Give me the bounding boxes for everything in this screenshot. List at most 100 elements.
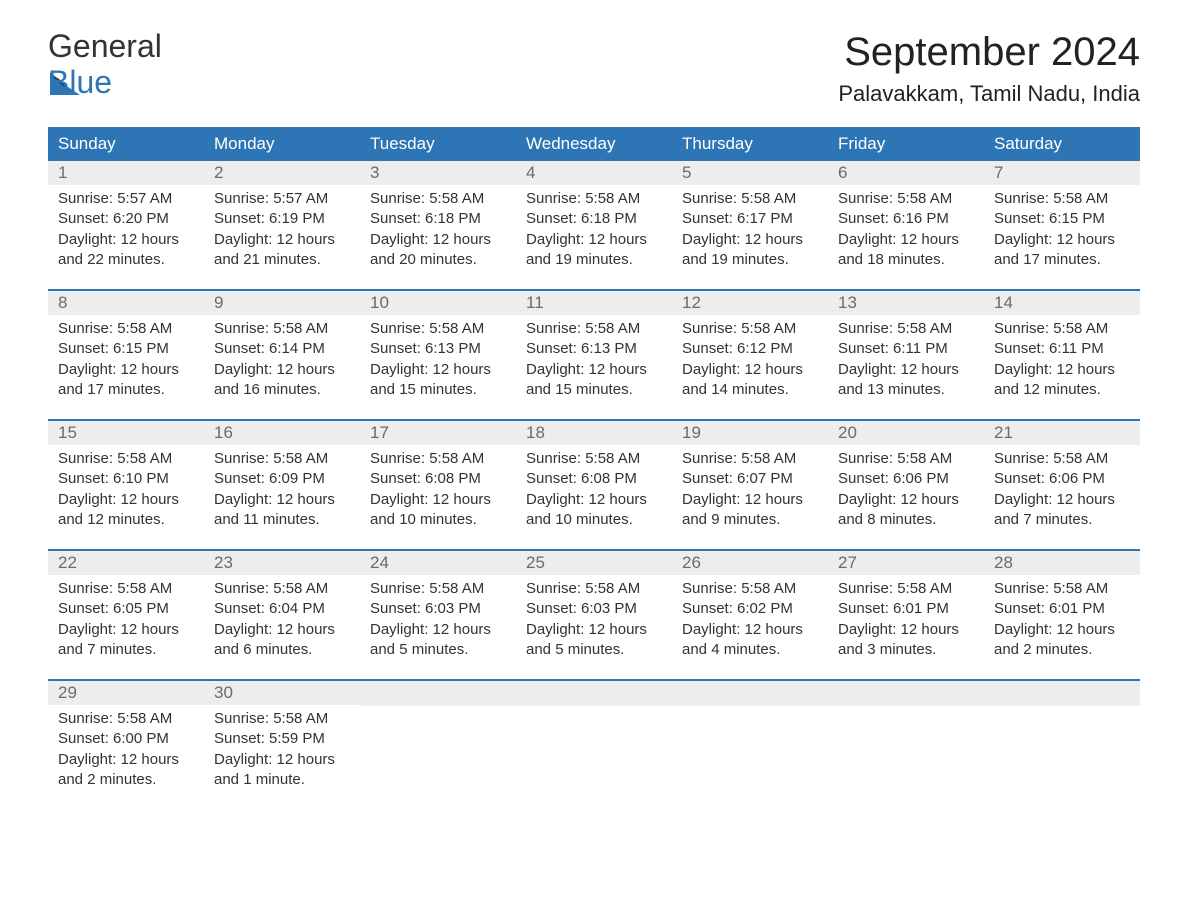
- detail-line: Sunset: 6:12 PM: [682, 339, 820, 359]
- detail-line: and 15 minutes.: [370, 380, 508, 400]
- day-details: Sunrise: 5:58 AMSunset: 6:13 PMDaylight:…: [360, 315, 516, 404]
- detail-line: Sunset: 6:09 PM: [214, 469, 352, 489]
- detail-line: Sunset: 6:06 PM: [994, 469, 1132, 489]
- detail-line: Sunset: 6:18 PM: [370, 209, 508, 229]
- detail-line: Daylight: 12 hours: [526, 620, 664, 640]
- calendar-cell: 13Sunrise: 5:58 AMSunset: 6:11 PMDayligh…: [828, 291, 984, 419]
- calendar-week: 8Sunrise: 5:58 AMSunset: 6:15 PMDaylight…: [48, 289, 1140, 419]
- detail-line: and 7 minutes.: [58, 640, 196, 660]
- detail-line: Sunset: 6:02 PM: [682, 599, 820, 619]
- calendar-cell: 20Sunrise: 5:58 AMSunset: 6:06 PMDayligh…: [828, 421, 984, 549]
- detail-line: Daylight: 12 hours: [994, 360, 1132, 380]
- detail-line: Daylight: 12 hours: [682, 620, 820, 640]
- day-header: Saturday: [984, 127, 1140, 161]
- detail-line: Daylight: 12 hours: [994, 490, 1132, 510]
- day-number: 3: [360, 161, 516, 185]
- detail-line: and 13 minutes.: [838, 380, 976, 400]
- calendar-cell: 29Sunrise: 5:58 AMSunset: 6:00 PMDayligh…: [48, 681, 204, 809]
- detail-line: Sunrise: 5:58 AM: [214, 449, 352, 469]
- calendar-cell: 12Sunrise: 5:58 AMSunset: 6:12 PMDayligh…: [672, 291, 828, 419]
- detail-line: Sunrise: 5:58 AM: [682, 189, 820, 209]
- detail-line: Sunset: 6:08 PM: [526, 469, 664, 489]
- day-number: 17: [360, 421, 516, 445]
- calendar-cell: [516, 681, 672, 809]
- calendar-cell: 21Sunrise: 5:58 AMSunset: 6:06 PMDayligh…: [984, 421, 1140, 549]
- detail-line: and 2 minutes.: [994, 640, 1132, 660]
- detail-line: Daylight: 12 hours: [526, 360, 664, 380]
- day-number: 27: [828, 551, 984, 575]
- day-number: [672, 681, 828, 706]
- calendar-week: 1Sunrise: 5:57 AMSunset: 6:20 PMDaylight…: [48, 161, 1140, 289]
- detail-line: Daylight: 12 hours: [58, 750, 196, 770]
- day-details: Sunrise: 5:58 AMSunset: 6:08 PMDaylight:…: [516, 445, 672, 534]
- day-number: 29: [48, 681, 204, 705]
- detail-line: and 18 minutes.: [838, 250, 976, 270]
- calendar-cell: 15Sunrise: 5:58 AMSunset: 6:10 PMDayligh…: [48, 421, 204, 549]
- calendar-cell: 11Sunrise: 5:58 AMSunset: 6:13 PMDayligh…: [516, 291, 672, 419]
- detail-line: Sunrise: 5:58 AM: [526, 579, 664, 599]
- day-header: Sunday: [48, 127, 204, 161]
- location: Palavakkam, Tamil Nadu, India: [838, 81, 1140, 107]
- day-details: Sunrise: 5:58 AMSunset: 6:06 PMDaylight:…: [828, 445, 984, 534]
- detail-line: Sunset: 6:19 PM: [214, 209, 352, 229]
- detail-line: Sunrise: 5:58 AM: [214, 709, 352, 729]
- detail-line: Sunrise: 5:58 AM: [526, 189, 664, 209]
- calendar-cell: [828, 681, 984, 809]
- calendar-cell: 7Sunrise: 5:58 AMSunset: 6:15 PMDaylight…: [984, 161, 1140, 289]
- day-details: Sunrise: 5:58 AMSunset: 6:03 PMDaylight:…: [516, 575, 672, 664]
- calendar-cell: [672, 681, 828, 809]
- day-details: Sunrise: 5:58 AMSunset: 6:10 PMDaylight:…: [48, 445, 204, 534]
- day-header: Friday: [828, 127, 984, 161]
- detail-line: and 8 minutes.: [838, 510, 976, 530]
- detail-line: Sunrise: 5:58 AM: [214, 579, 352, 599]
- calendar-cell: 9Sunrise: 5:58 AMSunset: 6:14 PMDaylight…: [204, 291, 360, 419]
- calendar-cell: 24Sunrise: 5:58 AMSunset: 6:03 PMDayligh…: [360, 551, 516, 679]
- day-number: 15: [48, 421, 204, 445]
- day-number: [516, 681, 672, 706]
- day-number: 20: [828, 421, 984, 445]
- calendar-cell: 27Sunrise: 5:58 AMSunset: 6:01 PMDayligh…: [828, 551, 984, 679]
- detail-line: Daylight: 12 hours: [370, 230, 508, 250]
- day-number: 7: [984, 161, 1140, 185]
- calendar-cell: 28Sunrise: 5:58 AMSunset: 6:01 PMDayligh…: [984, 551, 1140, 679]
- detail-line: Sunset: 6:05 PM: [58, 599, 196, 619]
- detail-line: Daylight: 12 hours: [838, 490, 976, 510]
- detail-line: Sunrise: 5:58 AM: [58, 579, 196, 599]
- day-details: Sunrise: 5:58 AMSunset: 6:14 PMDaylight:…: [204, 315, 360, 404]
- calendar-week: 22Sunrise: 5:58 AMSunset: 6:05 PMDayligh…: [48, 549, 1140, 679]
- detail-line: Sunset: 6:13 PM: [526, 339, 664, 359]
- detail-line: and 5 minutes.: [370, 640, 508, 660]
- detail-line: Daylight: 12 hours: [838, 620, 976, 640]
- detail-line: and 16 minutes.: [214, 380, 352, 400]
- calendar-cell: 5Sunrise: 5:58 AMSunset: 6:17 PMDaylight…: [672, 161, 828, 289]
- day-details: Sunrise: 5:57 AMSunset: 6:19 PMDaylight:…: [204, 185, 360, 274]
- detail-line: Sunrise: 5:58 AM: [838, 189, 976, 209]
- calendar-cell: 4Sunrise: 5:58 AMSunset: 6:18 PMDaylight…: [516, 161, 672, 289]
- day-details: Sunrise: 5:58 AMSunset: 6:01 PMDaylight:…: [828, 575, 984, 664]
- day-number: 16: [204, 421, 360, 445]
- detail-line: Daylight: 12 hours: [682, 490, 820, 510]
- detail-line: and 3 minutes.: [838, 640, 976, 660]
- detail-line: Sunrise: 5:58 AM: [370, 319, 508, 339]
- detail-line: Sunset: 6:10 PM: [58, 469, 196, 489]
- calendar-cell: 14Sunrise: 5:58 AMSunset: 6:11 PMDayligh…: [984, 291, 1140, 419]
- day-number: 10: [360, 291, 516, 315]
- detail-line: Sunset: 6:07 PM: [682, 469, 820, 489]
- detail-line: Sunset: 6:11 PM: [994, 339, 1132, 359]
- day-number: 22: [48, 551, 204, 575]
- detail-line: and 17 minutes.: [58, 380, 196, 400]
- detail-line: Daylight: 12 hours: [838, 360, 976, 380]
- detail-line: Daylight: 12 hours: [994, 230, 1132, 250]
- day-header: Monday: [204, 127, 360, 161]
- day-number: 23: [204, 551, 360, 575]
- detail-line: Daylight: 12 hours: [370, 490, 508, 510]
- detail-line: and 22 minutes.: [58, 250, 196, 270]
- detail-line: and 17 minutes.: [994, 250, 1132, 270]
- detail-line: Daylight: 12 hours: [838, 230, 976, 250]
- day-header: Tuesday: [360, 127, 516, 161]
- detail-line: Daylight: 12 hours: [58, 490, 196, 510]
- detail-line: and 4 minutes.: [682, 640, 820, 660]
- day-number: [360, 681, 516, 706]
- calendar-cell: 1Sunrise: 5:57 AMSunset: 6:20 PMDaylight…: [48, 161, 204, 289]
- day-header: Thursday: [672, 127, 828, 161]
